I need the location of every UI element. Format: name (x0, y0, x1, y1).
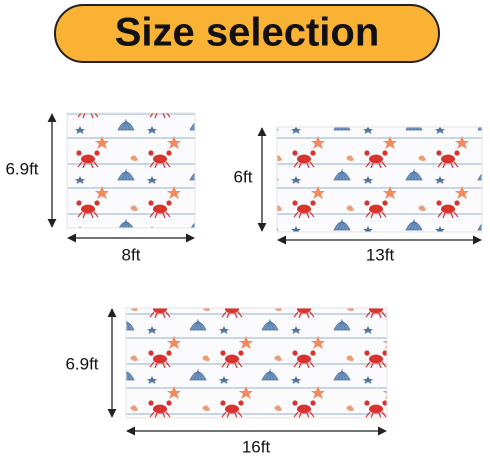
width-label: 16ft (242, 437, 271, 456)
height-label: 6ft (234, 167, 253, 186)
height-label: 6.9ft (5, 159, 38, 178)
backdrop-image (125, 307, 388, 419)
backdrop-image (66, 112, 196, 229)
height-label: 6.9ft (65, 354, 98, 373)
title: Size selection (115, 11, 380, 55)
title-pill (54, 4, 440, 63)
backdrop-image (276, 126, 483, 233)
width-label: 13ft (366, 245, 395, 264)
width-label: 8ft (122, 245, 141, 264)
